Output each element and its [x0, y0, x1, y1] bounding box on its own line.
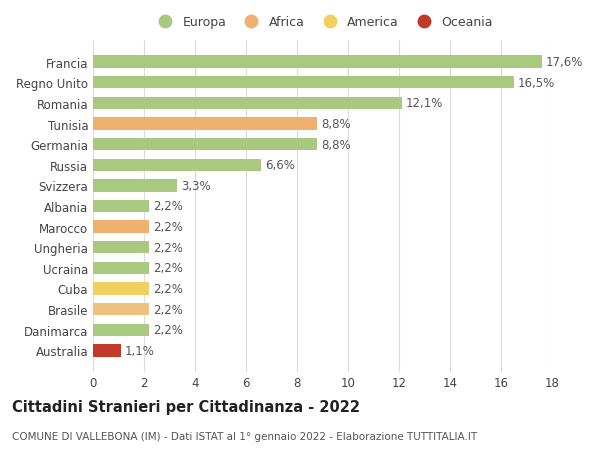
Text: 1,1%: 1,1%	[125, 344, 155, 357]
Text: 8,8%: 8,8%	[321, 118, 351, 131]
Text: 17,6%: 17,6%	[545, 56, 583, 69]
Bar	[93, 56, 542, 69]
Bar	[93, 262, 149, 274]
Bar	[93, 241, 149, 254]
Bar	[93, 180, 177, 192]
Text: 2,2%: 2,2%	[153, 262, 183, 275]
Bar	[93, 324, 149, 336]
Text: 12,1%: 12,1%	[406, 97, 443, 110]
Legend: Europa, Africa, America, Oceania: Europa, Africa, America, Oceania	[147, 11, 498, 34]
Bar	[93, 97, 401, 110]
Text: 6,6%: 6,6%	[265, 159, 295, 172]
Text: 3,3%: 3,3%	[181, 179, 211, 192]
Bar	[93, 344, 121, 357]
Text: 2,2%: 2,2%	[153, 241, 183, 254]
Bar	[93, 118, 317, 130]
Text: 2,2%: 2,2%	[153, 200, 183, 213]
Text: 2,2%: 2,2%	[153, 282, 183, 295]
Text: COMUNE DI VALLEBONA (IM) - Dati ISTAT al 1° gennaio 2022 - Elaborazione TUTTITAL: COMUNE DI VALLEBONA (IM) - Dati ISTAT al…	[12, 431, 477, 442]
Text: Cittadini Stranieri per Cittadinanza - 2022: Cittadini Stranieri per Cittadinanza - 2…	[12, 399, 360, 414]
Bar	[93, 139, 317, 151]
Text: 16,5%: 16,5%	[518, 77, 555, 90]
Text: 2,2%: 2,2%	[153, 221, 183, 234]
Bar	[93, 77, 514, 89]
Bar	[93, 303, 149, 316]
Bar	[93, 221, 149, 233]
Bar	[93, 159, 261, 172]
Text: 2,2%: 2,2%	[153, 303, 183, 316]
Bar	[93, 201, 149, 213]
Text: 8,8%: 8,8%	[321, 138, 351, 151]
Bar	[93, 283, 149, 295]
Text: 2,2%: 2,2%	[153, 324, 183, 336]
